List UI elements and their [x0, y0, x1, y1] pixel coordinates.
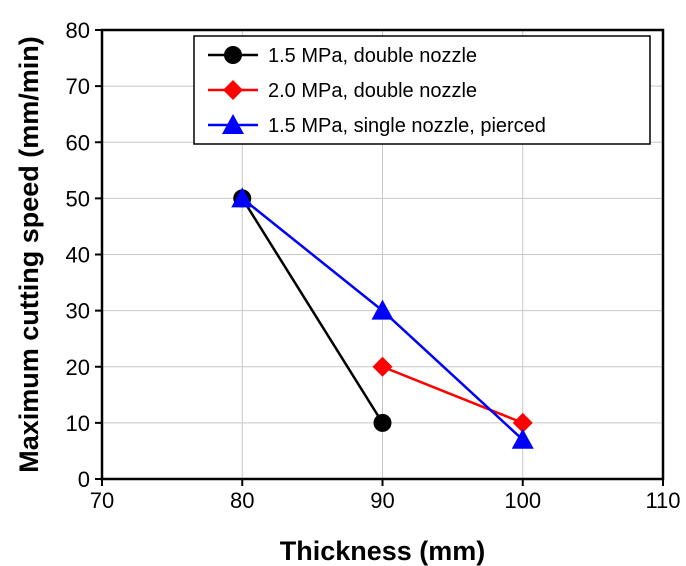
y-axis-title: Maximum cutting speed (mm/min) — [14, 36, 44, 473]
series-line — [382, 365, 524, 425]
x-tick-label: 80 — [230, 488, 254, 513]
legend-marker — [223, 80, 243, 100]
series-layer — [231, 187, 534, 449]
data-point — [231, 187, 254, 208]
legend-marker — [224, 46, 242, 64]
y-tick-label: 10 — [66, 411, 90, 436]
data-point — [371, 299, 394, 320]
legend-label: 2.0 MPa, double nozzle — [268, 80, 477, 102]
y-tick-label: 40 — [66, 243, 90, 268]
series-2 — [372, 356, 533, 433]
y-tick-label: 50 — [66, 186, 90, 211]
x-tick-label: 100 — [504, 488, 541, 513]
ticks: 70 80 90 100 110 0 10 20 30 40 50 60 70 80 — [66, 18, 681, 513]
data-point — [372, 356, 393, 377]
y-tick-label: 30 — [66, 299, 90, 324]
legend: 1.5 MPa, double nozzle 2.0 MPa, double no… — [193, 35, 651, 145]
legend-box — [193, 35, 651, 145]
x-tick-label: 90 — [370, 488, 394, 513]
data-point — [373, 413, 392, 432]
legend-item: 1.5 MPa, single nozzle, pierced — [208, 114, 546, 137]
y-tick-label: 20 — [66, 355, 90, 380]
legend-marker — [222, 114, 244, 134]
series-3 — [231, 187, 534, 449]
legend-item: 2.0 MPa, double nozzle — [208, 80, 477, 102]
y-tick-label: 70 — [66, 74, 90, 99]
series-line — [241, 197, 384, 424]
legend-label: 1.5 MPa, single nozzle, pierced — [268, 115, 546, 137]
y-tick-label: 0 — [78, 467, 90, 492]
legend-item: 1.5 MPa, double nozzle — [208, 45, 477, 67]
data-point — [512, 412, 533, 433]
y-tick-label: 60 — [66, 130, 90, 155]
y-tick-label: 80 — [66, 18, 90, 43]
x-tick-label: 70 — [90, 488, 114, 513]
x-tick-label: 110 — [645, 488, 680, 513]
data-point — [511, 428, 534, 449]
x-axis-title: Thickness (mm) — [280, 536, 486, 566]
legend-label: 1.5 MPa, double nozzle — [268, 45, 477, 67]
